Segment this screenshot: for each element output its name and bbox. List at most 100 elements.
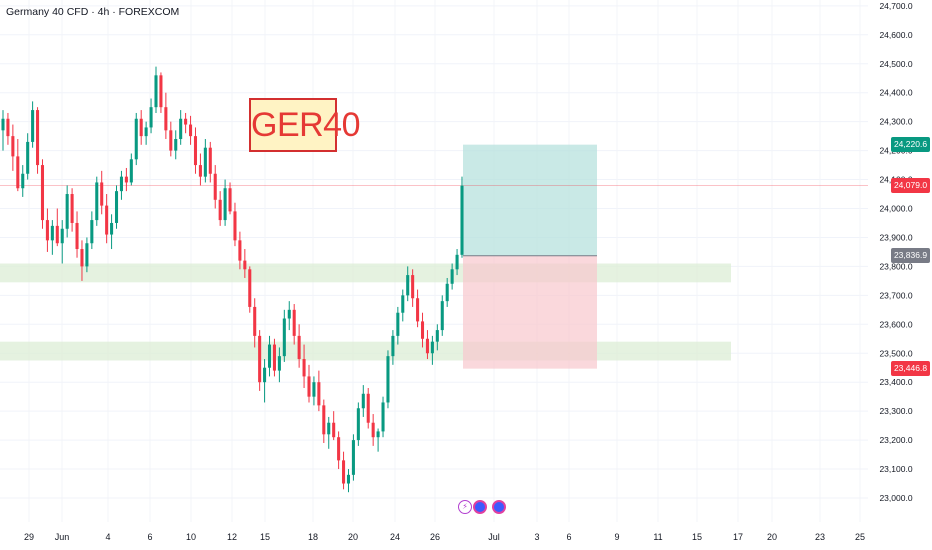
candle-body <box>351 440 355 475</box>
candle-body <box>159 75 163 108</box>
stop-loss-price-tag: 23,446.8 <box>891 361 930 377</box>
candle-body <box>361 393 365 409</box>
x-tick-label: 20 <box>348 532 358 542</box>
candle-body <box>267 344 272 368</box>
x-tick-label: 20 <box>767 532 777 542</box>
candle-body <box>356 408 360 441</box>
candle-body <box>263 367 267 383</box>
candle-body <box>406 275 410 296</box>
y-tick-label: 23,400.0 <box>879 377 912 387</box>
candle-body <box>366 393 370 423</box>
candle-body <box>445 283 449 302</box>
candle-body <box>80 249 84 267</box>
lightning-event-icon[interactable]: ⚡ <box>458 500 472 514</box>
candle-body <box>21 173 25 189</box>
candle-body <box>307 376 311 397</box>
y-tick-label: 23,600.0 <box>879 319 912 329</box>
candle-body <box>455 254 459 270</box>
candle-body <box>416 298 420 322</box>
candle-body <box>139 118 143 137</box>
y-tick-label: 24,300.0 <box>879 117 912 127</box>
candle-body <box>317 382 321 406</box>
x-tick-label: 23 <box>815 532 825 542</box>
y-tick-label: 24,000.0 <box>879 204 912 214</box>
candle-body <box>248 269 252 307</box>
candle-body <box>297 335 301 360</box>
candle-body <box>420 321 425 339</box>
candle-body <box>169 130 173 151</box>
candle-body <box>272 344 276 371</box>
x-tick-label: 24 <box>390 532 400 542</box>
y-tick-label: 23,900.0 <box>879 232 912 242</box>
take-profit-price-tag: 24,220.6 <box>891 137 930 153</box>
current-price-tag: 24,079.0 <box>891 178 930 194</box>
x-tick-label: 6 <box>147 532 152 542</box>
candle-body <box>238 240 242 261</box>
candle-body <box>114 191 119 223</box>
candle-body <box>277 356 281 371</box>
y-tick-label: 23,800.0 <box>879 261 912 271</box>
x-tick-label: 15 <box>692 532 702 542</box>
candle-body <box>460 185 464 255</box>
economic-event-icon[interactable] <box>492 500 506 514</box>
x-tick-label: 15 <box>260 532 270 542</box>
x-tick-label: 3 <box>534 532 539 542</box>
x-tick-label: 18 <box>308 532 318 542</box>
y-tick-label: 24,500.0 <box>879 59 912 69</box>
candle-body <box>90 220 94 244</box>
candle-body <box>203 147 207 177</box>
candle-body <box>36 110 40 166</box>
entry-price-tag: 23,836.9 <box>891 248 930 264</box>
candle-body <box>189 124 193 137</box>
x-tick-label: 29 <box>24 532 34 542</box>
candle-body <box>287 309 291 319</box>
candle-body <box>322 405 326 435</box>
candle-body <box>243 260 247 270</box>
candle-body <box>396 312 400 336</box>
candle-body <box>65 194 69 229</box>
candle-body <box>193 136 198 166</box>
x-tick-label: 25 <box>855 532 865 542</box>
candle-body <box>26 141 30 174</box>
y-tick-label: 24,400.0 <box>879 88 912 98</box>
candle-body <box>228 188 232 212</box>
candle-body <box>213 173 217 200</box>
y-tick-label: 23,100.0 <box>879 464 912 474</box>
candle-body <box>346 474 351 484</box>
candle-body <box>440 301 444 331</box>
y-tick-label: 23,500.0 <box>879 348 912 358</box>
candle-body <box>381 402 385 432</box>
candle-body <box>179 118 183 140</box>
candle-body <box>223 188 227 221</box>
candle-body <box>134 118 138 160</box>
candle-body <box>1 118 5 131</box>
candle-body <box>40 165 45 221</box>
candle-body <box>129 159 133 183</box>
y-tick-label: 24,700.0 <box>879 1 912 11</box>
ger40-annotation[interactable]: GER40 <box>249 98 361 152</box>
candle-body <box>342 460 346 484</box>
candle-body <box>376 431 380 438</box>
candle-body <box>124 176 128 183</box>
candle-body <box>391 335 395 357</box>
candle-body <box>31 110 35 142</box>
candle-body <box>75 222 79 250</box>
candle-body <box>85 243 89 267</box>
candle-body <box>292 309 296 336</box>
candle-body <box>312 382 316 397</box>
symbol-title: Germany 40 CFD · 4h · FOREXCOM <box>6 6 180 18</box>
candle-body <box>105 205 109 235</box>
candle-body <box>302 359 306 377</box>
x-tick-label: 4 <box>105 532 110 542</box>
candle-body <box>95 182 99 221</box>
candle-body <box>282 318 286 357</box>
candle-body <box>100 182 104 206</box>
support-zone <box>0 341 731 361</box>
candle-body <box>208 147 212 174</box>
candle-body <box>411 275 415 299</box>
calendar-event-icon[interactable] <box>473 500 487 514</box>
candle-body <box>11 136 15 157</box>
candle-body <box>386 356 390 403</box>
